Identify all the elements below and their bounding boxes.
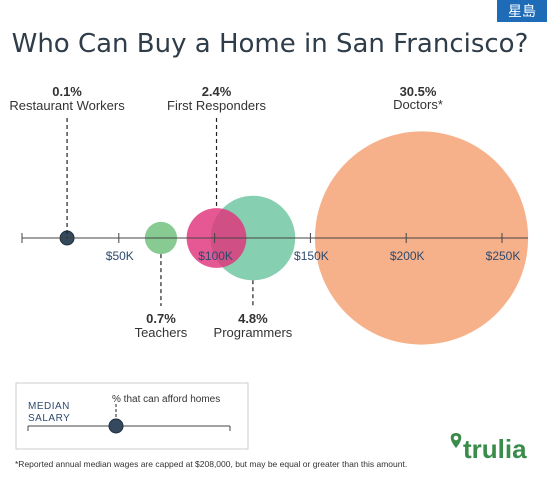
percent-label-programmers: 4.8% [238, 311, 268, 326]
legend: MEDIAN SALARY % that can afford homes [15, 382, 249, 450]
percent-label-doctors: 30.5% [400, 84, 437, 99]
percent-label-teachers: 0.7% [146, 311, 176, 326]
legend-median-line2: SALARY [28, 413, 70, 424]
footnote: *Reported annual median wages are capped… [15, 459, 407, 469]
x-tick-label-1: $100K [198, 249, 233, 263]
watermark-text: 星島 [508, 4, 536, 20]
callouts: 0.1%Restaurant Workers 0.7%Teachers 2.4%Fi… [9, 84, 443, 340]
legend-median-line1: MEDIAN [28, 401, 70, 412]
map-pin-hole [453, 435, 459, 441]
legend-bubble [108, 418, 124, 434]
name-label-teachers: Teachers [135, 325, 188, 340]
name-label-restaurant-workers: Restaurant Workers [9, 98, 125, 113]
chart-title: Who Can Buy a Home in San Francisco? [12, 29, 529, 59]
legend-percent-label: % that can afford homes [112, 394, 220, 405]
name-label-programmers: Programmers [214, 325, 293, 340]
percent-label-restaurant-workers: 0.1% [52, 84, 82, 99]
watermark-badge [497, 0, 547, 22]
brand-name: trulia [463, 434, 527, 464]
map-pin-icon [450, 433, 462, 448]
name-label-first-responders: First Responders [167, 98, 266, 113]
x-axis-ticks: $50K $100K $150K $200K $250K [21, 233, 521, 263]
percent-label-first-responders: 2.4% [202, 84, 232, 99]
trulia-logo: trulia [450, 433, 527, 464]
x-tick-label-2: $150K [294, 249, 329, 263]
legend-box [15, 382, 249, 450]
x-tick-label-4: $250K [486, 249, 521, 263]
x-tick-label-0: $50K [106, 249, 134, 263]
x-tick-label-3: $200K [390, 249, 425, 263]
name-label-doctors: Doctors* [393, 97, 443, 112]
